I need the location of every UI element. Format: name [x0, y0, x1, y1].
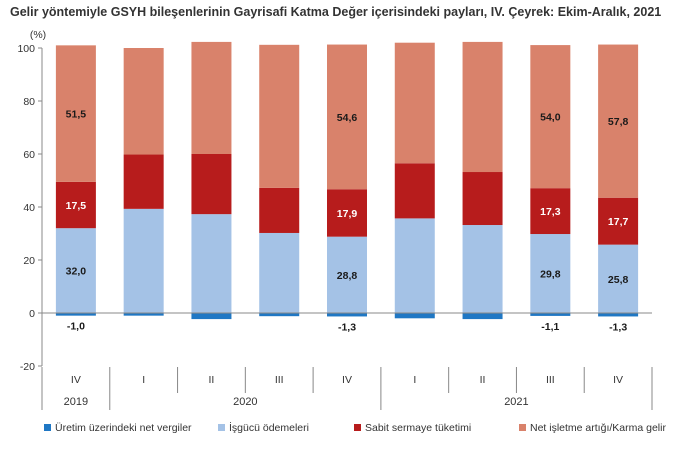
- bar-segment: [327, 189, 367, 237]
- bar-segment: [123, 154, 164, 209]
- bar-segment: [530, 188, 571, 235]
- legend-swatch: [218, 424, 225, 431]
- y-tick-label: -20: [20, 361, 35, 373]
- x-tick-label: III: [546, 374, 555, 386]
- bar-segment: [530, 313, 571, 316]
- x-tick-label: IV: [342, 374, 352, 386]
- bar-segment: [123, 48, 164, 155]
- bar-segment: [394, 163, 435, 219]
- x-tick-label: I: [413, 374, 416, 386]
- year-label: 2021: [504, 396, 528, 408]
- bar-segment: [598, 44, 639, 198]
- data-label: 25,8: [608, 274, 629, 286]
- y-axis-label: (%): [30, 29, 46, 41]
- x-tick-label: I: [142, 374, 145, 386]
- bar-segment: [394, 218, 435, 313]
- bar-segment: [55, 181, 96, 229]
- bar-segment: [55, 313, 96, 316]
- bar-segment: [462, 41, 503, 173]
- year-label: 2020: [233, 396, 257, 408]
- bar-segment: [123, 313, 164, 316]
- x-tick-label: II: [209, 374, 215, 386]
- legend-label: Sabit sermaye tüketimi: [365, 422, 471, 434]
- y-tick-label: 20: [23, 255, 35, 267]
- data-label: 57,8: [608, 116, 629, 128]
- x-tick-label: II: [480, 374, 486, 386]
- bar-segment: [327, 44, 367, 190]
- data-label: 28,8: [337, 270, 358, 282]
- x-tick-label: IV: [613, 374, 623, 386]
- bar-segment: [598, 313, 639, 317]
- bar-segment: [55, 228, 96, 313]
- bar-segment: [530, 45, 571, 189]
- legend-swatch: [519, 424, 526, 431]
- bar-segment: [123, 208, 164, 313]
- data-label: 32,0: [66, 266, 87, 278]
- bar-segment: [259, 232, 300, 313]
- bar-segment: [394, 42, 435, 164]
- bar-segment: [462, 313, 503, 320]
- bar-segment: [598, 244, 639, 313]
- bar-segment: [327, 236, 367, 313]
- data-label: 17,5: [66, 200, 87, 212]
- bar-segment: [191, 313, 232, 320]
- data-label: 51,5: [66, 109, 87, 121]
- x-tick-label: IV: [71, 374, 81, 386]
- legend-swatch: [354, 424, 361, 431]
- bar-segment: [530, 234, 571, 313]
- x-tick-label: III: [275, 374, 284, 386]
- legend-label: Üretim üzerindeki net vergiler: [55, 422, 192, 434]
- y-tick-label: 40: [23, 202, 35, 214]
- data-label: -1,3: [609, 321, 627, 333]
- legend-swatch: [44, 424, 51, 431]
- bar-segment: [327, 313, 367, 317]
- bar-segment: [55, 45, 96, 182]
- bar-segment: [191, 154, 232, 215]
- legend-label: Net işletme artığı/Karma gelir: [530, 422, 666, 434]
- bar-segment: [394, 313, 435, 319]
- bar-segment: [462, 172, 503, 226]
- y-tick-label: 80: [23, 96, 35, 108]
- bar-segment: [191, 214, 232, 313]
- bar-segment: [598, 197, 639, 245]
- data-label: -1,1: [541, 321, 559, 333]
- y-tick-label: 0: [29, 308, 35, 320]
- bar-segment: [462, 225, 503, 313]
- data-label: 54,0: [540, 112, 561, 124]
- y-tick-label: 60: [23, 149, 35, 161]
- bar-segment: [259, 187, 300, 233]
- legend-label: İşgücü ödemeleri: [229, 421, 309, 434]
- data-label: 17,3: [540, 206, 561, 218]
- data-label: -1,3: [338, 321, 356, 333]
- data-label: 17,7: [608, 216, 629, 228]
- chart-title: Gelir yöntemiyle GSYH bileşenlerinin Gay…: [10, 5, 662, 19]
- year-label: 2019: [64, 396, 88, 408]
- data-label: 29,8: [540, 269, 561, 281]
- data-label: 17,9: [337, 208, 358, 220]
- data-label: -1,0: [67, 321, 85, 333]
- data-label: 54,6: [337, 112, 358, 124]
- y-tick-label: 100: [17, 43, 35, 55]
- bar-segment: [259, 44, 300, 188]
- bar-segment: [191, 41, 232, 154]
- bar-segment: [259, 313, 300, 317]
